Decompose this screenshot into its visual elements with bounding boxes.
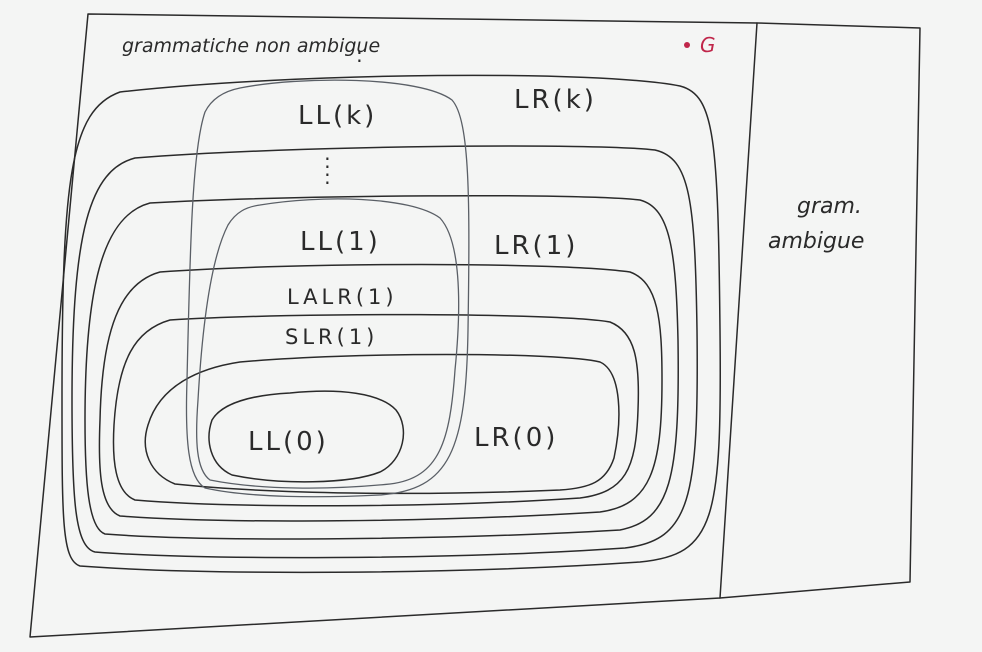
- set-lr0-label: LR(0): [474, 423, 558, 453]
- set-slr1-boundary: [112, 313, 640, 507]
- set-lalr1-label: LALR(1): [287, 285, 398, 309]
- set-ll1-boundary: [195, 198, 460, 489]
- set-llk-label: LL(k): [298, 101, 377, 131]
- hierarchy-ellipsis-2: :: [324, 165, 331, 189]
- set-ll0-boundary: [208, 390, 405, 483]
- set-lr1-label: LR(1): [494, 231, 578, 261]
- ambiguous-grammars-frame: [719, 22, 921, 599]
- hierarchy-ellipsis: :: [324, 149, 331, 173]
- ambiguous-label-line1: gram.: [797, 194, 862, 219]
- outer-frame-ellipsis: :: [356, 43, 363, 67]
- grammar-point-marker: [684, 42, 690, 48]
- set-lrk-boundary: [61, 74, 722, 574]
- set-ll1-label: LL(1): [300, 227, 381, 257]
- ambiguous-label-line2: ambigue: [768, 229, 864, 254]
- grammar-point-label: G: [700, 33, 716, 57]
- set-lalr1-boundary: [98, 263, 663, 522]
- set-ll0-label: LL(0): [248, 427, 329, 457]
- outer-frame-label: grammatiche non ambigue: [122, 35, 380, 57]
- set-lr1-boundary: [84, 194, 679, 540]
- set-lrk-label: LR(k): [514, 85, 597, 115]
- set-llk-boundary: [185, 79, 470, 498]
- set-lr0-boundary: [144, 353, 620, 495]
- set-lr-intermediate-boundary: [71, 145, 698, 559]
- set-slr1-label: SLR(1): [285, 325, 378, 349]
